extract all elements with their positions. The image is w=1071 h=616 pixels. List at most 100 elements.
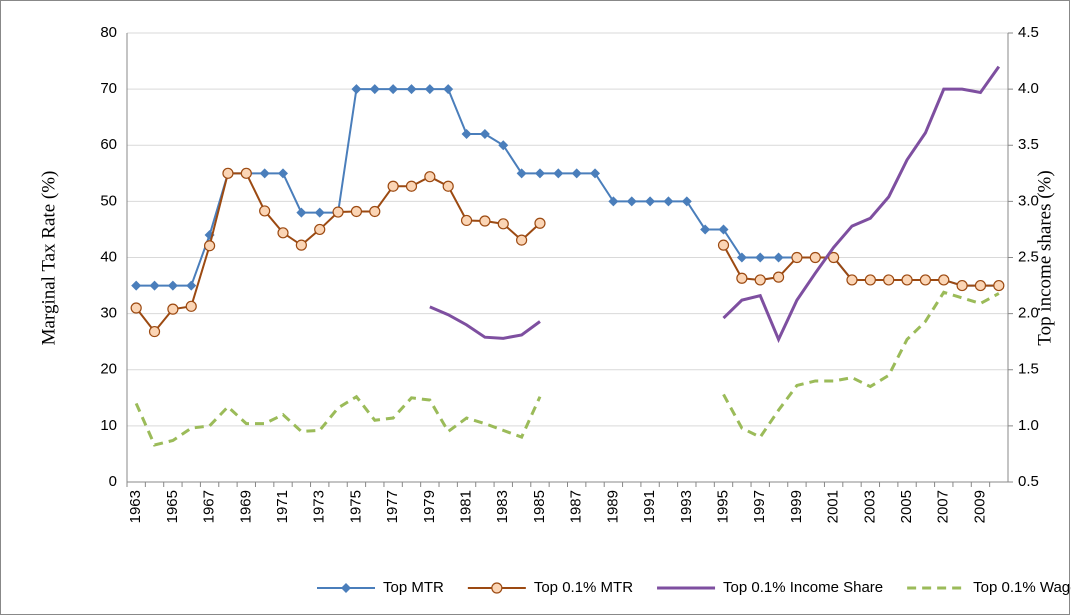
x-tick-label: 1963 (127, 490, 144, 523)
legend-label: Top 0.1% Wage Share (973, 579, 1071, 596)
point (424, 84, 435, 95)
y2-tick-label: 0.5 (1018, 473, 1039, 490)
point (919, 274, 932, 286)
point (718, 224, 729, 235)
x-tick-label: 2009 (971, 490, 988, 523)
point (424, 171, 436, 183)
point (772, 271, 785, 283)
point (295, 239, 307, 251)
point (479, 129, 490, 140)
point (645, 196, 656, 207)
point (864, 274, 876, 286)
legend-marker (491, 582, 503, 594)
point (956, 279, 968, 292)
x-tick-label: 1983 (494, 490, 511, 523)
x-tick-label: 1987 (568, 490, 585, 523)
x-tick-label: 1969 (237, 490, 254, 523)
point (460, 214, 473, 227)
point (590, 168, 601, 179)
point (240, 167, 252, 179)
point (479, 215, 491, 227)
point (442, 180, 454, 192)
y-tick-label: 80 (100, 24, 117, 41)
point (498, 140, 509, 151)
y2-tick-label: 4.0 (1018, 80, 1039, 97)
point (296, 207, 307, 218)
point (148, 325, 161, 338)
point (203, 240, 216, 252)
point (131, 280, 142, 291)
point (773, 252, 784, 263)
x-tick-label: 1971 (274, 490, 291, 523)
y-tick-label: 70 (100, 80, 117, 97)
point (369, 84, 380, 95)
y-tick-label: 30 (100, 305, 117, 322)
point (846, 274, 858, 286)
y2-tick-label: 4.5 (1018, 24, 1039, 41)
point (754, 274, 766, 286)
point (553, 168, 564, 179)
x-tick-label: 1991 (641, 490, 658, 523)
point (185, 300, 197, 312)
x-tick-label: 1989 (604, 490, 621, 523)
point (277, 227, 289, 239)
x-tick-label: 2005 (898, 490, 915, 523)
legend-label: Top 0.1% Income Share (723, 579, 883, 596)
point (167, 280, 178, 291)
x-tick-label: 1973 (311, 490, 328, 523)
point (387, 180, 399, 192)
point (608, 196, 619, 207)
point (828, 251, 840, 264)
x-tick-label: 2003 (861, 490, 878, 523)
point (883, 274, 895, 286)
point (534, 168, 545, 179)
point (314, 223, 326, 236)
point (736, 252, 747, 263)
series-line (429, 65, 1001, 344)
y2-tick-label: 3.0 (1018, 192, 1039, 209)
point (167, 303, 179, 315)
x-tick-label: 1981 (458, 490, 475, 523)
point (351, 84, 362, 95)
y-tick-label: 20 (100, 361, 117, 378)
x-tick-label: 1995 (714, 490, 731, 523)
point (755, 252, 766, 263)
point (405, 180, 418, 192)
x-tick-label: 1979 (421, 490, 438, 523)
point (974, 279, 987, 292)
y2-tick-label: 1.0 (1018, 417, 1039, 434)
point (534, 217, 546, 229)
point (663, 196, 674, 207)
point (700, 224, 711, 235)
x-tick-label: 1999 (788, 490, 805, 523)
y2-tick-label: 2.0 (1018, 305, 1039, 322)
point (443, 84, 454, 95)
point (681, 196, 692, 207)
legend-label: Top MTR (383, 579, 444, 596)
y-tick-label: 0 (109, 473, 117, 490)
y-tick-label: 60 (100, 136, 117, 153)
point (516, 168, 527, 179)
series-line (134, 290, 1000, 447)
point (350, 205, 363, 218)
x-tick-label: 2001 (825, 490, 842, 523)
point (406, 84, 417, 95)
y-axis-title: Marginal Tax Rate (%) (38, 171, 59, 346)
point (516, 234, 528, 246)
x-tick-label: 1975 (347, 490, 364, 523)
point (130, 302, 142, 314)
point (571, 168, 582, 179)
point (278, 168, 289, 179)
point (717, 239, 730, 251)
point (993, 279, 1005, 292)
x-tick-label: 1967 (201, 490, 218, 523)
y-tick-label: 10 (100, 417, 117, 434)
point (259, 168, 270, 179)
point (461, 129, 472, 140)
legend-marker (341, 583, 351, 593)
point (791, 251, 803, 264)
y2-tick-label: 2.5 (1018, 248, 1039, 265)
point (149, 280, 160, 291)
point (901, 274, 913, 286)
